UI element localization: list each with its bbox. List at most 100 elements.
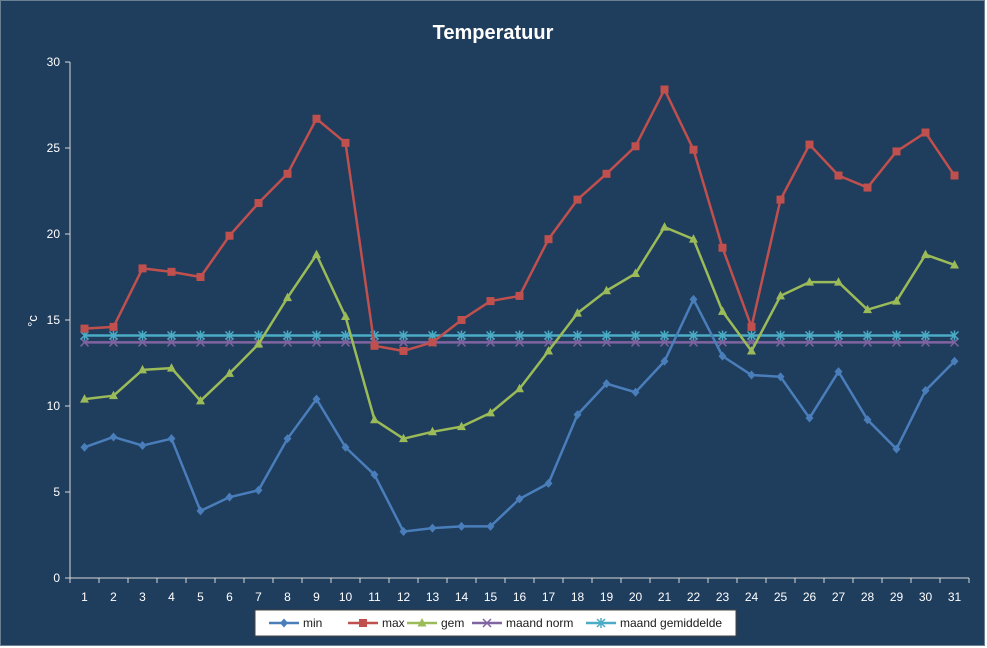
legend-label: max — [382, 616, 405, 630]
data-point-maand-norm — [949, 337, 960, 347]
x-tick-label: 11 — [368, 590, 381, 604]
y-tick-label: 15 — [47, 313, 61, 327]
data-point-gem — [602, 285, 611, 295]
data-point-gem — [312, 249, 321, 259]
x-tick-label: 10 — [339, 590, 353, 604]
data-point-min — [950, 356, 959, 366]
x-tick-label: 5 — [197, 590, 204, 604]
data-point-maand-norm — [282, 337, 293, 347]
x-tick-label: 3 — [139, 590, 146, 604]
data-point-max — [109, 322, 118, 331]
data-point-maand-gemiddelde — [775, 330, 786, 341]
data-point-maand-norm — [659, 337, 670, 347]
series-maand-norm — [79, 337, 960, 347]
data-point-maand-gemiddelde — [543, 330, 554, 341]
data-point-min — [312, 394, 321, 404]
data-point-min — [718, 351, 727, 361]
data-point-maand-norm — [804, 337, 815, 347]
data-point-maand-norm — [398, 337, 409, 347]
data-point-max — [399, 346, 408, 355]
x-tick-label: 4 — [168, 590, 175, 604]
data-point-min — [689, 294, 698, 304]
data-point-gem — [399, 433, 408, 443]
data-point-gem — [631, 268, 640, 278]
x-tick-label: 20 — [629, 590, 643, 604]
x-tick-label: 6 — [226, 590, 233, 604]
x-tick-label: 25 — [774, 590, 788, 604]
legend-item-maand-norm: maand norm — [472, 616, 573, 630]
legend-label: maand norm — [506, 616, 573, 630]
legend-swatch-marker — [596, 618, 606, 628]
y-tick-label: 25 — [47, 141, 61, 155]
data-point-gem — [892, 296, 901, 305]
data-point-gem — [515, 383, 524, 393]
data-point-min — [863, 415, 872, 425]
legend: min max gem maand norm maand gemiddelde — [254, 609, 737, 637]
data-point-max — [225, 231, 234, 240]
data-point-min — [834, 367, 843, 377]
data-point-maand-norm — [543, 337, 554, 347]
x-tick-label: 9 — [313, 590, 320, 604]
x-tick-label: 27 — [832, 590, 846, 604]
x-tick-label: 7 — [255, 590, 262, 604]
y-axis-label: °c — [25, 315, 40, 327]
legend-swatch-marker — [280, 618, 288, 628]
x-tick-label: 14 — [455, 590, 469, 604]
data-point-maand-gemiddelde — [659, 330, 670, 341]
data-point-min — [747, 370, 756, 380]
data-point-max — [602, 169, 611, 178]
data-point-max — [631, 142, 640, 151]
data-point-min — [660, 356, 669, 366]
data-point-gem — [834, 277, 843, 286]
legend-label: gem — [441, 616, 464, 630]
data-point-maand-norm — [485, 337, 496, 347]
data-point-min — [457, 521, 466, 531]
data-point-gem — [776, 290, 785, 300]
series-max — [80, 85, 959, 355]
x-tick-label: 19 — [600, 590, 614, 604]
data-point-max — [718, 243, 727, 252]
y-tick-label: 30 — [47, 55, 61, 69]
x-tick-label: 1 — [81, 590, 88, 604]
data-point-maand-norm — [108, 337, 119, 347]
x-tick-label: 12 — [397, 590, 411, 604]
data-point-maand-norm — [601, 337, 612, 347]
data-point-gem — [370, 414, 379, 424]
data-point-max — [486, 297, 495, 306]
data-point-maand-norm — [195, 337, 206, 347]
data-point-maand-gemiddelde — [456, 330, 467, 341]
data-point-maand-gemiddelde — [688, 330, 699, 341]
data-point-min — [892, 444, 901, 454]
data-point-max — [370, 341, 379, 350]
data-point-max — [457, 316, 466, 324]
data-point-max — [341, 138, 350, 147]
data-point-gem — [283, 292, 292, 302]
data-point-maand-norm — [514, 337, 525, 347]
data-point-maand-norm — [891, 337, 902, 347]
data-point-gem — [863, 304, 872, 314]
data-point-min — [921, 386, 930, 396]
data-point-max — [312, 114, 321, 123]
x-tick-label: 31 — [948, 590, 962, 604]
data-point-maand-norm — [717, 337, 728, 347]
data-point-gem — [138, 364, 147, 374]
data-point-max — [428, 338, 437, 347]
data-point-max — [515, 291, 524, 300]
series-min — [80, 294, 959, 537]
data-point-gem — [167, 363, 176, 372]
data-point-maand-gemiddelde — [746, 330, 757, 341]
data-point-max — [863, 183, 872, 192]
data-point-min — [573, 410, 582, 420]
data-point-gem — [718, 306, 727, 315]
legend-item-min: min — [269, 616, 322, 630]
x-tick-label: 24 — [745, 590, 759, 604]
series-maand-gemiddelde — [79, 330, 960, 341]
data-point-maand-gemiddelde — [398, 330, 409, 341]
data-point-maand-gemiddelde — [630, 330, 641, 341]
data-point-min — [283, 434, 292, 444]
data-point-maand-gemiddelde — [340, 330, 351, 341]
data-point-maand-norm — [630, 337, 641, 347]
legend-swatch-marker — [417, 618, 427, 627]
data-point-gem — [573, 308, 582, 317]
